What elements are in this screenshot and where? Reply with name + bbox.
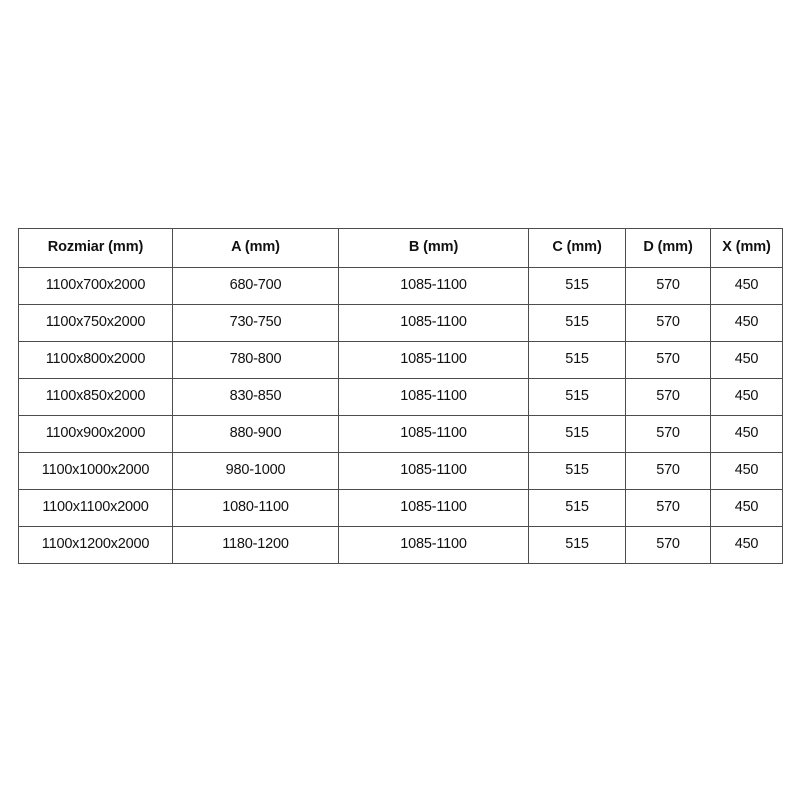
table-row: 1100x800x2000 780-800 1085-1100 515 570 … (18, 341, 783, 379)
table-row: 1100x1000x2000 980-1000 1085-1100 515 57… (18, 452, 783, 490)
cell-d: 570 (625, 526, 711, 564)
dimensions-specification-table: Rozmiar (mm) A (mm) B (mm) C (mm) D (mm)… (18, 228, 783, 564)
cell-x: 450 (710, 489, 783, 527)
cell-x: 450 (710, 415, 783, 453)
cell-d: 570 (625, 452, 711, 490)
table-row: 1100x900x2000 880-900 1085-1100 515 570 … (18, 415, 783, 453)
specification-table-container: Rozmiar (mm) A (mm) B (mm) C (mm) D (mm)… (18, 228, 783, 564)
cell-x: 450 (710, 304, 783, 342)
cell-c: 515 (528, 452, 626, 490)
cell-d: 570 (625, 267, 711, 305)
cell-d: 570 (625, 378, 711, 416)
table-row: 1100x750x2000 730-750 1085-1100 515 570 … (18, 304, 783, 342)
cell-x: 450 (710, 341, 783, 379)
cell-size: 1100x850x2000 (18, 378, 173, 416)
cell-c: 515 (528, 267, 626, 305)
table-row: 1100x700x2000 680-700 1085-1100 515 570 … (18, 267, 783, 305)
cell-a: 780-800 (172, 341, 339, 379)
table-row: 1100x1200x2000 1180-1200 1085-1100 515 5… (18, 526, 783, 564)
cell-size: 1100x1200x2000 (18, 526, 173, 564)
cell-size: 1100x900x2000 (18, 415, 173, 453)
table-body: 1100x700x2000 680-700 1085-1100 515 570 … (18, 267, 783, 564)
cell-x: 450 (710, 526, 783, 564)
cell-c: 515 (528, 304, 626, 342)
cell-x: 450 (710, 378, 783, 416)
cell-a: 880-900 (172, 415, 339, 453)
cell-a: 1080-1100 (172, 489, 339, 527)
table-header: Rozmiar (mm) A (mm) B (mm) C (mm) D (mm)… (18, 228, 783, 268)
cell-c: 515 (528, 489, 626, 527)
column-header-size: Rozmiar (mm) (18, 228, 173, 268)
cell-b: 1085-1100 (338, 304, 529, 342)
cell-b: 1085-1100 (338, 378, 529, 416)
cell-a: 730-750 (172, 304, 339, 342)
cell-d: 570 (625, 304, 711, 342)
cell-a: 680-700 (172, 267, 339, 305)
cell-c: 515 (528, 341, 626, 379)
cell-a: 980-1000 (172, 452, 339, 490)
cell-d: 570 (625, 415, 711, 453)
table-header-row: Rozmiar (mm) A (mm) B (mm) C (mm) D (mm)… (18, 228, 783, 268)
cell-size: 1100x1000x2000 (18, 452, 173, 490)
cell-b: 1085-1100 (338, 341, 529, 379)
cell-x: 450 (710, 452, 783, 490)
column-header-b: B (mm) (338, 228, 529, 268)
cell-d: 570 (625, 489, 711, 527)
cell-b: 1085-1100 (338, 415, 529, 453)
cell-size: 1100x800x2000 (18, 341, 173, 379)
column-header-d: D (mm) (625, 228, 711, 268)
column-header-a: A (mm) (172, 228, 339, 268)
table-row: 1100x1100x2000 1080-1100 1085-1100 515 5… (18, 489, 783, 527)
cell-a: 1180-1200 (172, 526, 339, 564)
cell-d: 570 (625, 341, 711, 379)
column-header-c: C (mm) (528, 228, 626, 268)
cell-b: 1085-1100 (338, 489, 529, 527)
cell-a: 830-850 (172, 378, 339, 416)
cell-size: 1100x750x2000 (18, 304, 173, 342)
table-row: 1100x850x2000 830-850 1085-1100 515 570 … (18, 378, 783, 416)
cell-b: 1085-1100 (338, 526, 529, 564)
cell-x: 450 (710, 267, 783, 305)
column-header-x: X (mm) (710, 228, 783, 268)
cell-b: 1085-1100 (338, 452, 529, 490)
cell-b: 1085-1100 (338, 267, 529, 305)
cell-c: 515 (528, 526, 626, 564)
cell-c: 515 (528, 378, 626, 416)
cell-c: 515 (528, 415, 626, 453)
cell-size: 1100x700x2000 (18, 267, 173, 305)
cell-size: 1100x1100x2000 (18, 489, 173, 527)
